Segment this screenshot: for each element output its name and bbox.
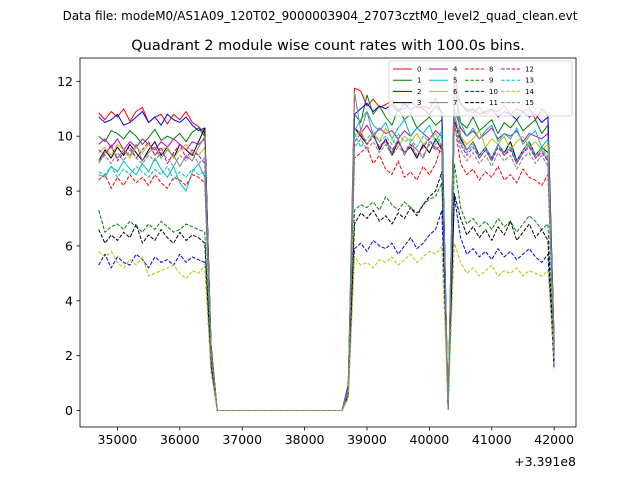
y-tick-label: 8 [65, 184, 73, 199]
x-tick-label: 36000 [160, 432, 200, 447]
series-line-14 [98, 242, 555, 412]
legend-label-15: 15 [525, 99, 534, 107]
legend-label-0: 0 [417, 66, 421, 74]
y-tick-label: 12 [57, 74, 73, 89]
legend-label-7: 7 [453, 99, 457, 107]
series-line-15 [98, 124, 555, 412]
x-tick-label: 38000 [285, 432, 325, 447]
plot-area [98, 73, 555, 412]
legend-label-5: 5 [453, 77, 457, 85]
series-line-11 [98, 171, 555, 412]
legend-label-10: 10 [489, 88, 498, 96]
x-tick-label: 35000 [98, 432, 138, 447]
chart-title: Quadrant 2 module wise count rates with … [131, 38, 525, 54]
y-tick-label: 10 [57, 129, 73, 144]
legend-label-11: 11 [489, 99, 498, 107]
legend-label-4: 4 [453, 66, 458, 74]
x-tick-label: 41000 [472, 432, 512, 447]
legend-label-14: 14 [525, 88, 534, 96]
legend-label-2: 2 [417, 88, 421, 96]
axes: 35000 36000 37000 38000 39000 40000 41000 42000… [57, 57, 577, 447]
x-tick-label: 39000 [347, 432, 387, 447]
legend-label-13: 13 [525, 77, 534, 85]
x-tick-label: 42000 [534, 432, 574, 447]
legend-label-3: 3 [417, 99, 421, 107]
axes-frame [79, 57, 577, 428]
x-tick-label: 37000 [222, 432, 262, 447]
legend-label-8: 8 [489, 66, 493, 74]
y-tick-label: 0 [65, 403, 73, 418]
legend-label-1: 1 [417, 77, 421, 85]
legend-label-9: 9 [489, 77, 493, 85]
figure-suptitle: Data file: modeM0/AS1A09_120T02_90000039… [63, 9, 578, 23]
y-tick-label: 4 [65, 293, 73, 308]
x-tick-label: 40000 [410, 432, 450, 447]
legend-label-12: 12 [525, 66, 534, 74]
x-offset-label: +3.391e8 [514, 454, 576, 469]
y-tick-label: 2 [65, 348, 73, 363]
legend-label-6: 6 [453, 88, 458, 96]
y-tick-label: 6 [65, 238, 73, 253]
